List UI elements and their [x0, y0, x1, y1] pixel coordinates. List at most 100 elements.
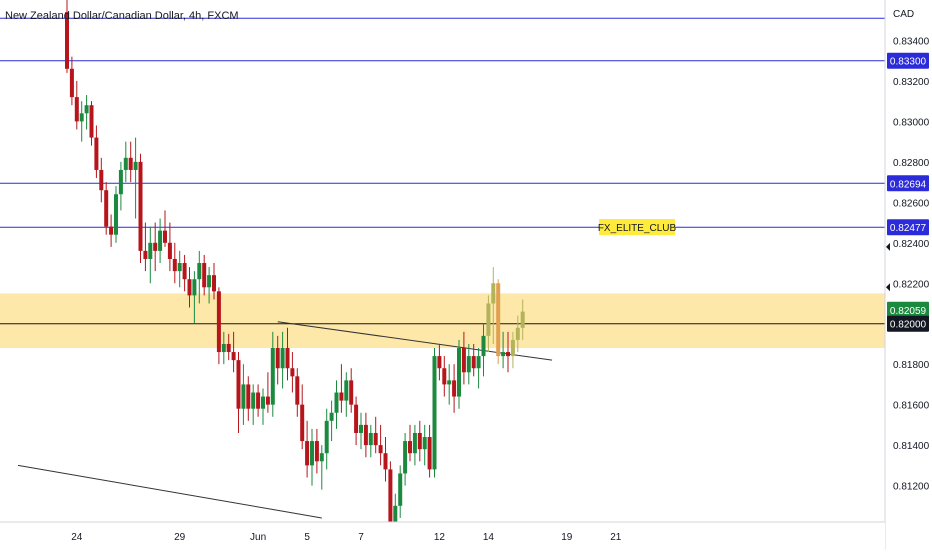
candle[interactable] [172, 242, 177, 284]
candle[interactable] [515, 315, 520, 353]
candle[interactable] [192, 271, 197, 324]
support-resistance-zone[interactable] [0, 293, 885, 348]
candle[interactable] [89, 101, 94, 146]
candle[interactable] [295, 368, 300, 417]
candle[interactable] [163, 210, 167, 247]
candle[interactable] [334, 380, 339, 429]
candle[interactable] [280, 331, 285, 389]
candle[interactable] [506, 331, 510, 373]
candle[interactable] [261, 388, 265, 425]
candle[interactable] [373, 416, 378, 454]
candle[interactable] [491, 267, 496, 344]
candle[interactable] [461, 331, 466, 385]
candle[interactable] [275, 335, 280, 385]
candle[interactable] [290, 352, 295, 393]
candle[interactable] [427, 424, 432, 478]
candle[interactable] [133, 137, 138, 219]
candle[interactable] [471, 343, 476, 377]
candle[interactable] [349, 368, 354, 413]
candle[interactable] [99, 157, 104, 203]
candle[interactable] [339, 364, 344, 413]
candle[interactable] [226, 333, 231, 361]
level-price-tag[interactable]: 0.82477 [887, 219, 929, 236]
candle[interactable] [452, 364, 457, 413]
candle[interactable] [256, 384, 261, 417]
candle[interactable] [270, 331, 275, 417]
candle[interactable] [231, 331, 236, 373]
candle[interactable] [363, 412, 368, 458]
candle[interactable] [94, 125, 99, 179]
candle[interactable] [207, 267, 212, 304]
price-axis-background[interactable] [885, 0, 932, 550]
candle[interactable] [153, 222, 158, 272]
candle[interactable] [310, 428, 314, 486]
candle[interactable] [442, 356, 447, 397]
candle[interactable] [246, 376, 251, 421]
level-price-tag[interactable]: 0.82694 [887, 175, 929, 192]
candle[interactable] [182, 254, 187, 292]
candle[interactable] [520, 299, 525, 340]
candle[interactable] [457, 339, 461, 409]
candle[interactable] [359, 412, 363, 450]
candle[interactable] [104, 182, 109, 235]
candle[interactable] [481, 323, 486, 377]
candle[interactable] [65, 0, 69, 73]
candle[interactable] [324, 408, 329, 470]
candle[interactable] [300, 384, 305, 450]
candle[interactable] [501, 331, 506, 369]
time-axis-background[interactable] [0, 522, 885, 550]
candle[interactable] [236, 352, 241, 433]
level-price-tag[interactable]: 0.83300 [887, 52, 929, 69]
candle[interactable] [143, 222, 148, 272]
candle[interactable] [138, 153, 143, 264]
candle[interactable] [241, 364, 246, 425]
candle[interactable] [118, 161, 123, 211]
candle[interactable] [329, 400, 334, 442]
candle[interactable] [422, 424, 427, 466]
candle[interactable] [466, 343, 471, 385]
candle[interactable] [403, 432, 408, 486]
candle[interactable] [368, 424, 373, 458]
candle[interactable] [510, 331, 515, 369]
candle[interactable] [74, 80, 79, 130]
candle[interactable] [69, 56, 74, 106]
candle[interactable] [437, 343, 442, 381]
trendline[interactable] [17, 464, 322, 519]
candle[interactable] [221, 331, 226, 365]
candle[interactable] [202, 254, 207, 296]
candle[interactable] [486, 295, 491, 353]
candle[interactable] [305, 420, 310, 478]
candle[interactable] [212, 263, 216, 300]
candle[interactable] [123, 141, 128, 183]
candle[interactable] [167, 222, 172, 272]
candle[interactable] [114, 186, 118, 243]
candle[interactable] [319, 445, 324, 490]
candle[interactable] [148, 226, 153, 284]
candle[interactable] [251, 384, 256, 425]
candle[interactable] [158, 218, 163, 264]
current-price-tag[interactable]: 0.82000 [887, 315, 929, 332]
candle[interactable] [476, 348, 481, 389]
candle[interactable] [398, 465, 403, 518]
candle[interactable] [378, 424, 383, 466]
candle[interactable] [109, 214, 114, 247]
candle[interactable] [408, 424, 412, 462]
candle[interactable] [216, 287, 221, 365]
candle[interactable] [84, 95, 89, 130]
candle[interactable] [265, 372, 270, 413]
candle[interactable] [496, 279, 501, 365]
candle[interactable] [383, 437, 388, 482]
candle[interactable] [432, 348, 437, 478]
candle[interactable] [354, 396, 359, 446]
candle[interactable] [128, 141, 133, 183]
candle[interactable] [314, 428, 319, 474]
candle[interactable] [79, 101, 84, 142]
candle[interactable] [447, 364, 452, 405]
candle[interactable] [177, 250, 182, 288]
candle[interactable] [285, 327, 290, 381]
candle[interactable] [197, 250, 202, 304]
candle[interactable] [412, 424, 417, 466]
candle[interactable] [417, 420, 422, 462]
candle[interactable] [344, 372, 349, 417]
candle[interactable] [187, 267, 192, 308]
